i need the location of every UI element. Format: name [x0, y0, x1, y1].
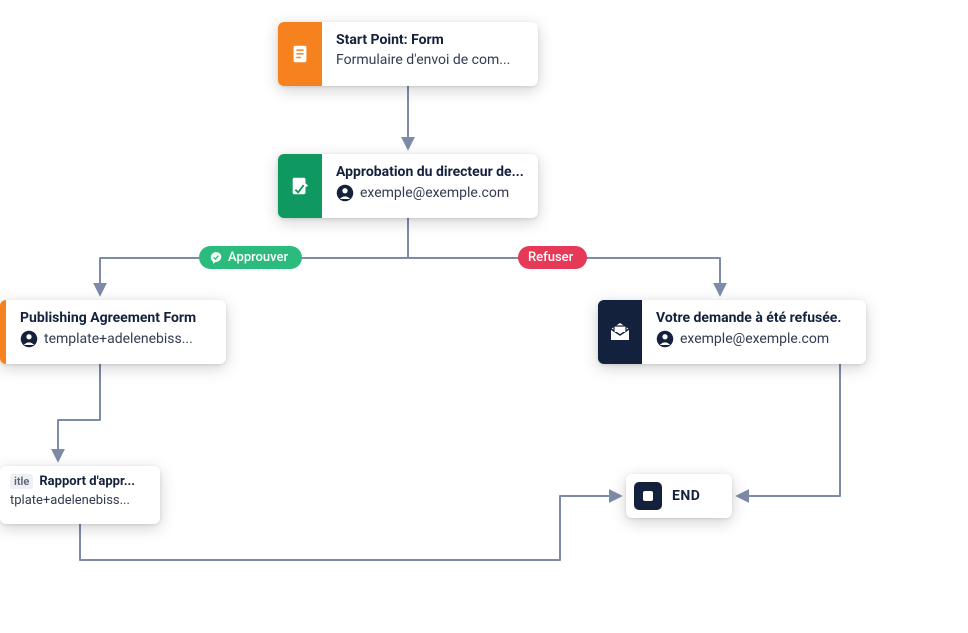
- connector-publishing-to-report: [58, 364, 100, 460]
- node-report[interactable]: itle Rapport d'appr... tplate+adelenebis…: [0, 466, 160, 524]
- user-icon: [20, 330, 38, 348]
- node-start-form[interactable]: Start Point: Form Formulaire d'envoi de …: [278, 22, 538, 86]
- user-icon: [656, 330, 674, 348]
- form-icon: [289, 43, 311, 65]
- node-subtitle: exemple@exemple.com: [656, 330, 852, 348]
- pill-label: Approuver: [228, 250, 288, 265]
- node-title: itle Rapport d'appr...: [10, 474, 150, 489]
- mail-icon: [608, 320, 632, 344]
- user-icon: [336, 184, 354, 202]
- node-end[interactable]: END: [626, 474, 732, 518]
- node-subtitle: tplate+adelenebiss...: [10, 493, 150, 508]
- title-tag: itle: [10, 474, 33, 489]
- approval-icon: [289, 175, 311, 197]
- node-subtitle: Formulaire d'envoi de com...: [336, 52, 524, 68]
- node-title: Approbation du directeur de...: [336, 164, 524, 180]
- connector-refused-to-end: [738, 364, 840, 496]
- connector-report-to-end: [80, 496, 620, 560]
- node-title: Publishing Agreement Form: [20, 310, 212, 326]
- end-label: END: [672, 488, 700, 504]
- node-stripe: [278, 154, 322, 218]
- node-subtitle: exemple@exemple.com: [336, 184, 524, 202]
- node-approval[interactable]: Approbation du directeur de... exemple@e…: [278, 154, 538, 218]
- pill-approve[interactable]: Approuver: [199, 246, 302, 269]
- node-refused-email[interactable]: Votre demande à été refusée. exemple@exe…: [598, 300, 866, 364]
- approve-check-icon: [209, 251, 223, 265]
- node-stripe: [598, 300, 642, 364]
- node-stripe: [278, 22, 322, 86]
- node-publishing-form[interactable]: Publishing Agreement Form template+adele…: [0, 300, 226, 364]
- node-title: Start Point: Form: [336, 32, 524, 48]
- pill-label: Refuser: [528, 250, 573, 265]
- pill-refuse[interactable]: Refuser: [518, 246, 587, 269]
- node-title: Votre demande à été refusée.: [656, 310, 852, 326]
- end-icon: [634, 482, 662, 510]
- node-subtitle: template+adelenebiss...: [20, 330, 212, 348]
